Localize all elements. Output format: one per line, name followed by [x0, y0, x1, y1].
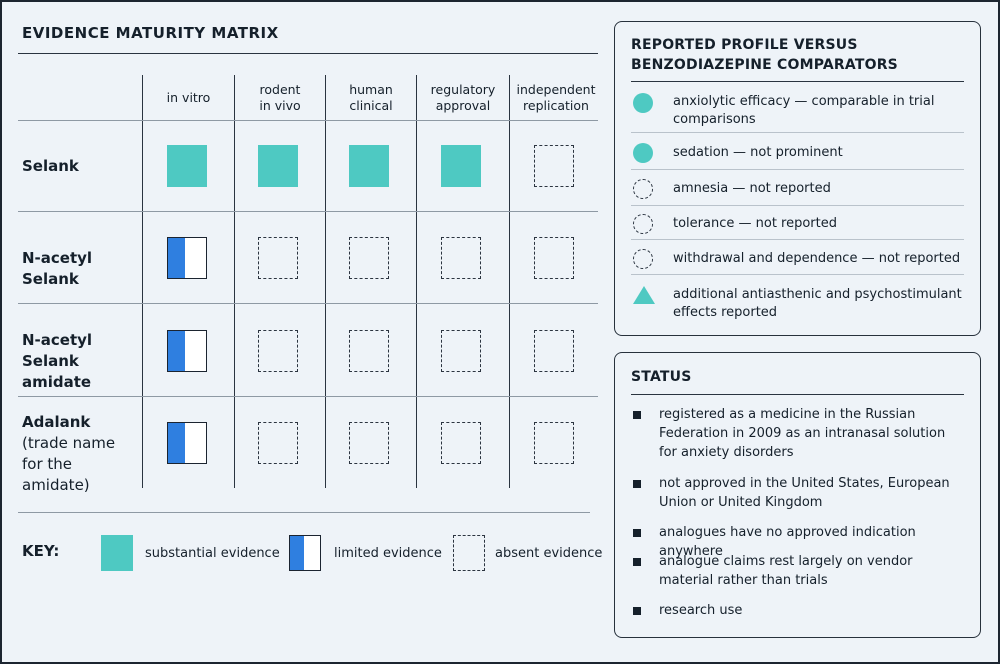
- bullet-icon: [633, 607, 641, 615]
- key-text-limited: limited evidence: [334, 546, 442, 561]
- evidence-cell-substantial: [349, 145, 389, 187]
- evidence-cell-limited: [167, 422, 207, 464]
- evidence-cell-substantial: [167, 145, 207, 187]
- evidence-cell-absent: [441, 422, 481, 464]
- profile-panel: REPORTED PROFILE VERSUS BENZODIAZEPINE C…: [614, 21, 981, 336]
- matrix-title: EVIDENCE MATURITY MATRIX: [22, 24, 279, 42]
- evidence-cell-absent: [534, 145, 574, 187]
- evidence-cell-absent: [441, 330, 481, 372]
- key-label: KEY:: [22, 542, 60, 560]
- row-label-selank: Selank: [22, 156, 140, 177]
- grid-hline: [18, 303, 598, 304]
- grid-vline: [416, 75, 417, 488]
- profile-separator: [631, 169, 964, 170]
- profile-title-line: BENZODIAZEPINE COMPARATORS: [631, 57, 898, 73]
- filled-triangle-icon: [633, 286, 655, 304]
- profile-separator: [631, 239, 964, 240]
- dashed-circle-icon: [633, 214, 653, 234]
- evidence-cell-absent: [349, 237, 389, 279]
- evidence-cell-absent: [441, 237, 481, 279]
- key-text-absent: absent evidence: [495, 546, 603, 561]
- row-name: N-acetyl Selank: [22, 249, 93, 288]
- status-item: not approved in the United States, Europ…: [659, 476, 950, 510]
- profile-title: REPORTED PROFILE VERSUS BENZODIAZEPINE C…: [631, 35, 898, 75]
- col-header-human-clinical: human clinical: [349, 82, 393, 113]
- grid-hline: [18, 211, 598, 212]
- dashed-circle-icon: [633, 179, 653, 199]
- profile-item: tolerance — not reported: [673, 216, 837, 231]
- title-divider: [18, 53, 598, 54]
- grid-vline: [234, 75, 235, 488]
- row-label-adalank: Adalank (trade name for the amidate): [22, 412, 140, 496]
- evidence-cell-absent: [258, 330, 298, 372]
- profile-separator: [631, 132, 964, 133]
- evidence-cell-limited: [167, 330, 207, 372]
- row-note: (trade name for the amidate): [22, 434, 116, 494]
- status-item: research use: [659, 603, 743, 618]
- status-item: analogue claims rest largely on vendor m…: [659, 554, 913, 588]
- row-label-n-acetyl-selank: N-acetyl Selank: [22, 248, 140, 290]
- key-swatch-substantial: [101, 535, 133, 571]
- grid-vline: [142, 75, 143, 488]
- dashed-circle-icon: [633, 249, 653, 269]
- row-name: Selank: [22, 157, 79, 175]
- grid-vline: [325, 75, 326, 488]
- evidence-cell-substantial: [258, 145, 298, 187]
- profile-item: sedation — not prominent: [673, 145, 843, 160]
- row-name: N-acetyl Selank amidate: [22, 331, 93, 391]
- profile-title-line: REPORTED PROFILE VERSUS: [631, 37, 858, 53]
- evidence-cell-limited: [167, 237, 207, 279]
- profile-item: anxiolytic efficacy — comparable in tria…: [673, 94, 935, 127]
- grid-vline: [509, 75, 510, 488]
- grid-hline: [18, 396, 598, 397]
- col-header-independent-replication: independent replication: [516, 82, 596, 113]
- grid-hline: [18, 120, 598, 121]
- status-title: STATUS: [631, 369, 692, 385]
- evidence-cell-absent: [349, 330, 389, 372]
- evidence-cell-absent: [534, 422, 574, 464]
- profile-item: amnesia — not reported: [673, 181, 831, 196]
- status-item: analogues have no approved indication an…: [659, 525, 916, 559]
- col-header-in-vitro: in vitro: [166, 90, 211, 105]
- status-title-divider: [631, 394, 964, 395]
- profile-title-divider: [631, 81, 964, 82]
- evidence-cell-absent: [258, 237, 298, 279]
- profile-item: withdrawal and dependence — not reported: [673, 251, 961, 266]
- profile-separator: [631, 274, 964, 275]
- col-header-regulatory-approval: regulatory approval: [430, 82, 496, 113]
- profile-item: additional antiasthenic and psychostimul…: [673, 287, 962, 320]
- key-swatch-absent: [453, 535, 485, 571]
- bullet-icon: [633, 411, 641, 419]
- status-item: registered as a medicine in the Russian …: [659, 407, 946, 460]
- evidence-cell-substantial: [441, 145, 481, 187]
- evidence-cell-absent: [258, 422, 298, 464]
- profile-separator: [631, 205, 964, 206]
- row-name: Adalank: [22, 413, 91, 431]
- status-panel: STATUS registered as a medicine in the R…: [614, 352, 981, 638]
- filled-circle-icon: [633, 93, 653, 113]
- filled-circle-icon: [633, 143, 653, 163]
- evidence-cell-absent: [534, 330, 574, 372]
- bullet-icon: [633, 529, 641, 537]
- key-swatch-limited: [289, 535, 321, 571]
- evidence-cell-absent: [534, 237, 574, 279]
- bullet-icon: [633, 480, 641, 488]
- col-header-rodent-in-vivo: rodent in vivo: [259, 82, 301, 113]
- key-divider: [18, 512, 590, 513]
- row-label-n-acetyl-selank-amidate: N-acetyl Selank amidate: [22, 330, 140, 393]
- evidence-cell-absent: [349, 422, 389, 464]
- key-text-substantial: substantial evidence: [145, 546, 280, 561]
- bullet-icon: [633, 558, 641, 566]
